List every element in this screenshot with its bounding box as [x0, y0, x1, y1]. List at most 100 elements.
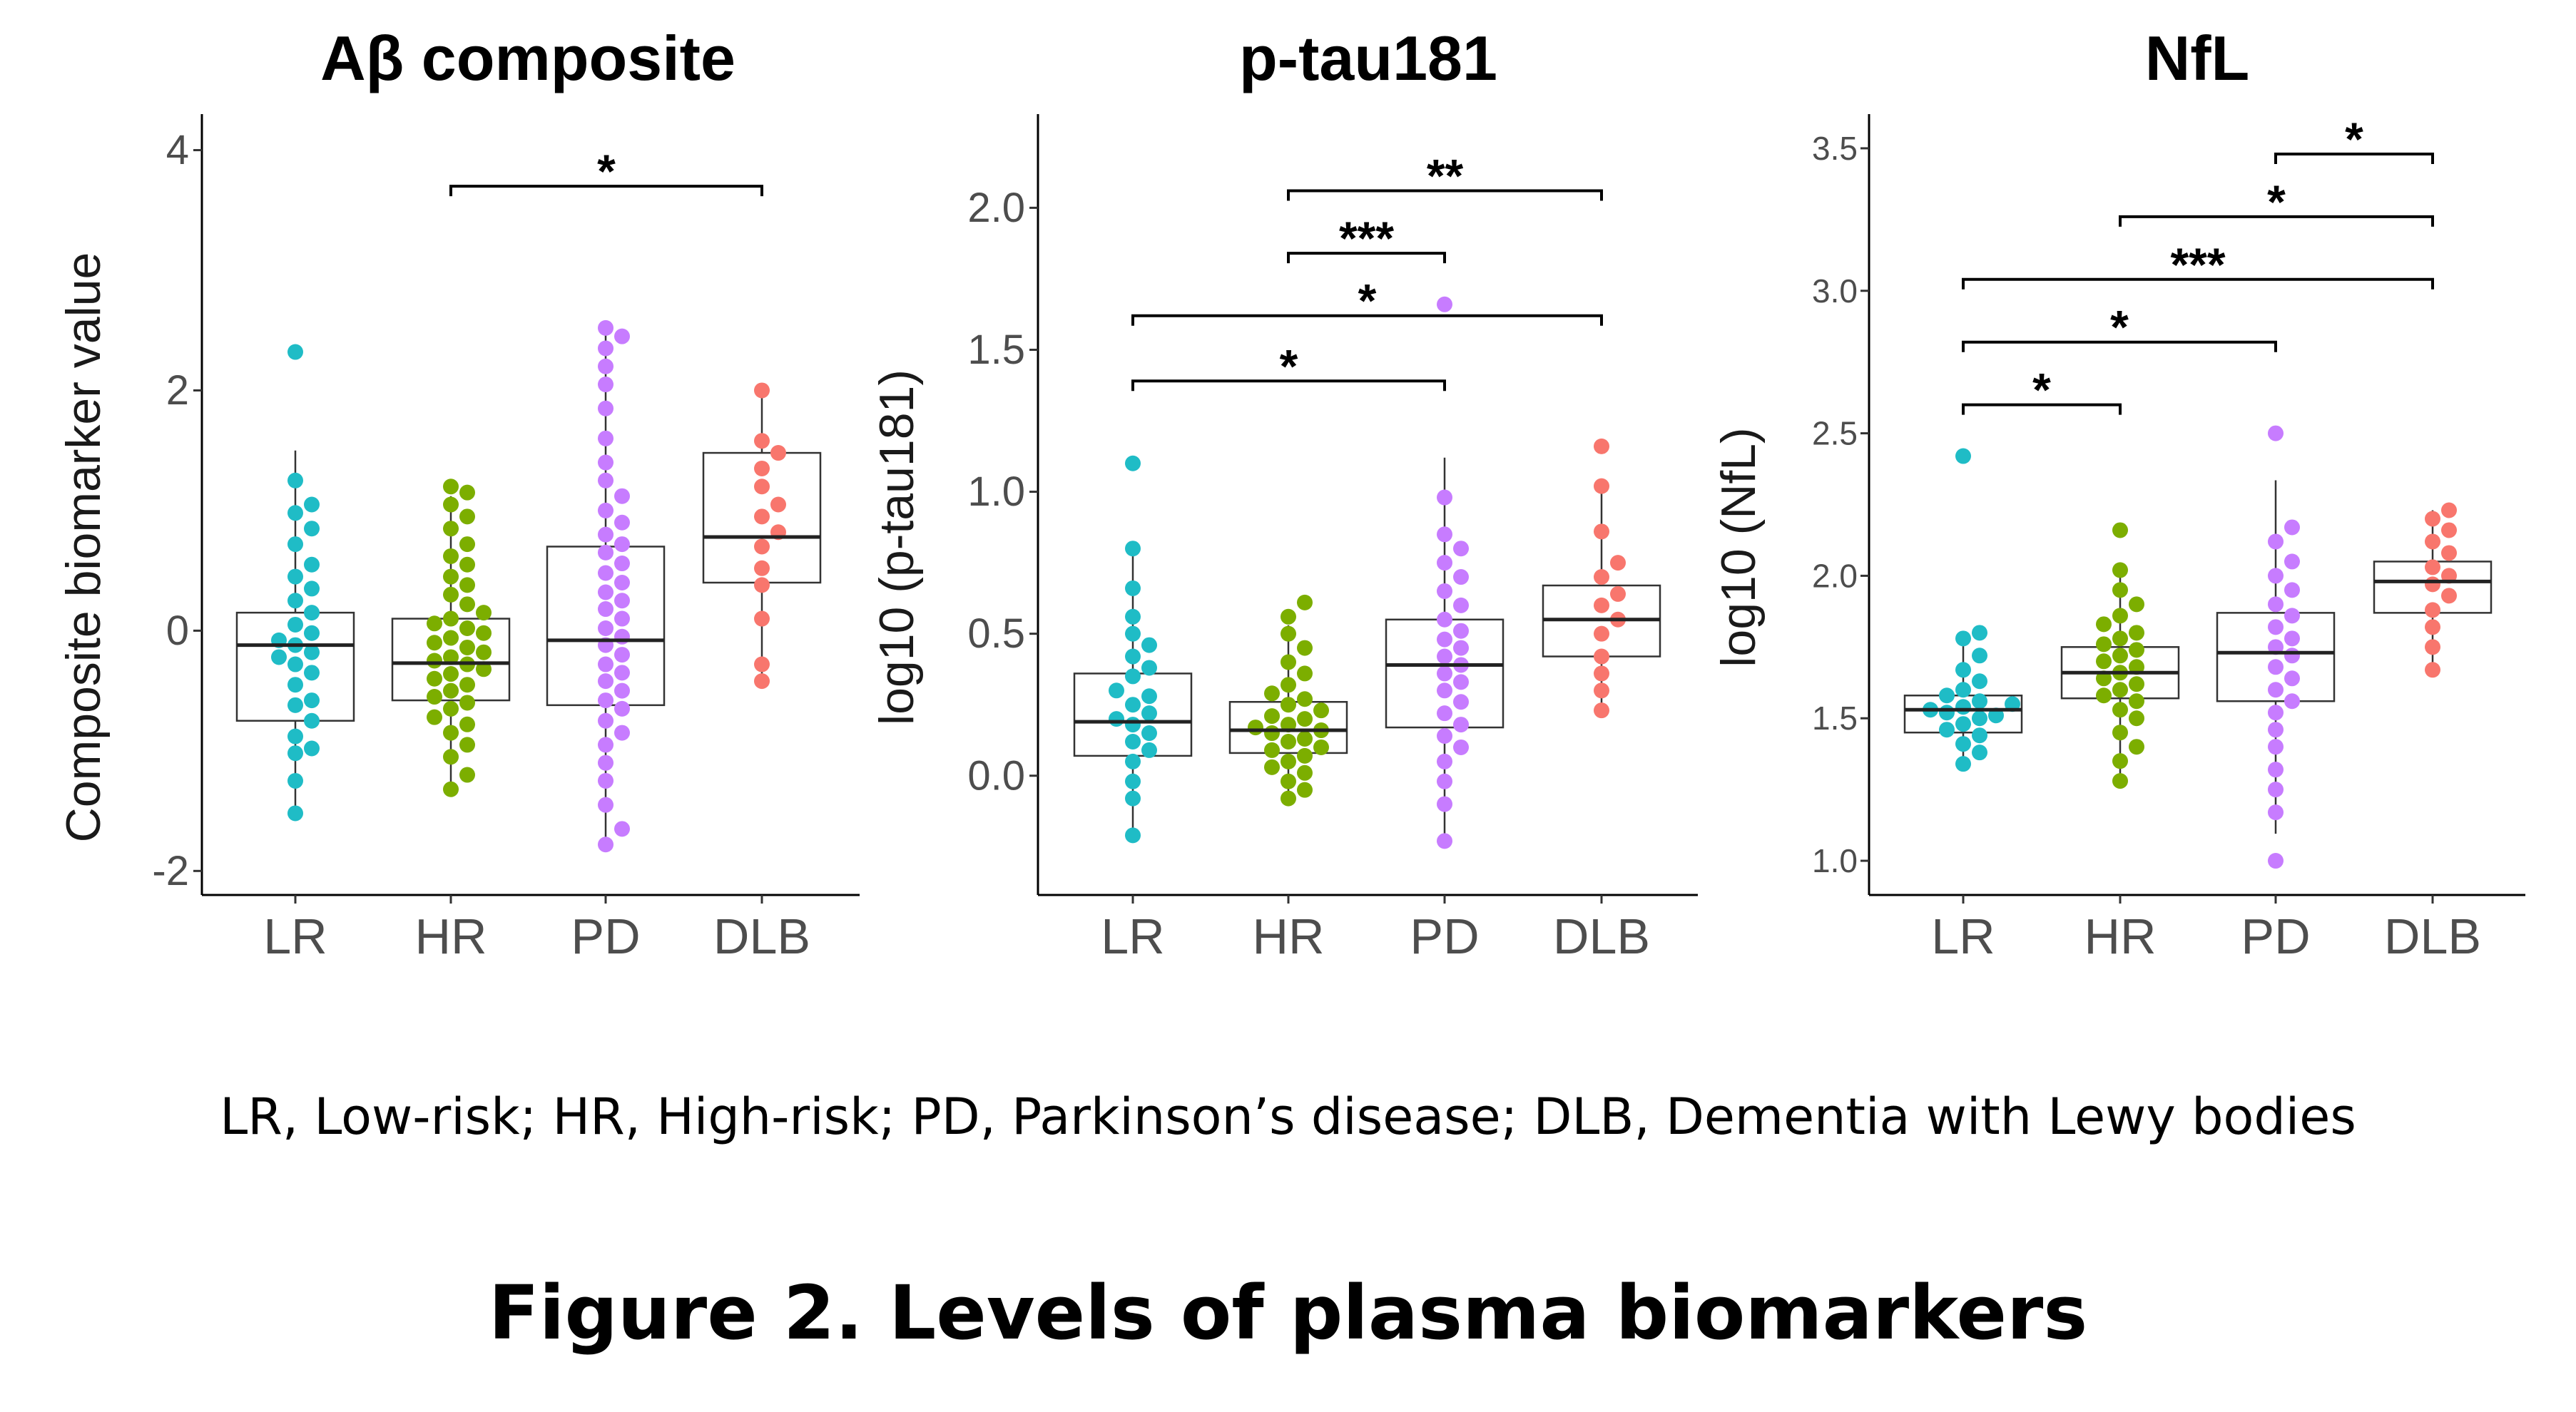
panel-title: Aβ composite	[320, 23, 735, 93]
significance-bracket: *	[1962, 301, 2277, 354]
box-iqr	[2216, 612, 2336, 702]
data-point	[1437, 665, 1452, 682]
data-point	[1297, 731, 1313, 747]
data-point	[2284, 553, 2300, 570]
data-point	[1955, 682, 1971, 698]
y-tick-label: 3.5	[1812, 130, 1858, 167]
data-point	[1437, 611, 1452, 628]
data-point	[598, 454, 614, 471]
data-point	[770, 445, 786, 461]
data-point	[754, 433, 770, 449]
data-point	[1297, 594, 1313, 610]
data-point	[1125, 827, 1141, 844]
data-point	[287, 728, 303, 745]
significance-bracket: ***	[1962, 238, 2434, 291]
data-point	[754, 577, 770, 593]
bracket-line	[1962, 340, 2277, 352]
data-point	[2129, 596, 2144, 613]
data-point	[443, 610, 459, 627]
data-point	[304, 605, 320, 621]
data-point	[614, 556, 630, 572]
data-point	[1264, 742, 1280, 758]
significance-label: **	[1427, 150, 1464, 203]
data-point	[754, 560, 770, 576]
data-point	[2096, 636, 2112, 653]
data-point	[614, 610, 630, 627]
x-tick-label-lr: LR	[1931, 909, 1995, 964]
data-point	[2268, 425, 2284, 441]
data-point	[1453, 717, 1469, 733]
bracket-line	[1131, 379, 1446, 392]
data-point	[1939, 705, 1955, 721]
data-point	[1453, 739, 1469, 755]
data-point	[2425, 576, 2440, 593]
panel-title: NfL	[2145, 23, 2250, 93]
data-point	[1437, 526, 1452, 543]
data-point	[304, 521, 320, 537]
points-lr	[271, 344, 320, 822]
data-point	[1125, 753, 1141, 769]
data-point	[598, 772, 614, 789]
data-point	[1972, 727, 1987, 744]
data-point	[754, 460, 770, 476]
data-point	[1594, 523, 1609, 540]
data-point	[287, 677, 303, 693]
bracket-line	[1962, 403, 2122, 415]
data-point	[614, 821, 630, 837]
data-point	[598, 502, 614, 518]
significance-label: ***	[2170, 238, 2225, 291]
data-point	[598, 797, 614, 813]
data-point	[2129, 739, 2144, 755]
x-tick-label-dlb: DLB	[1553, 909, 1650, 964]
significance-bracket: *	[449, 145, 763, 198]
data-point	[476, 605, 492, 621]
data-point	[614, 700, 630, 717]
data-point	[2284, 648, 2300, 664]
data-point	[2268, 804, 2284, 821]
figure-title: Figure 2. Levels of plasma biomarkers	[488, 1269, 2088, 1356]
data-point	[2268, 619, 2284, 635]
data-point	[443, 666, 459, 682]
data-point	[1955, 448, 1971, 464]
y-tick-label: 2	[166, 367, 189, 414]
significance-bracket: **	[1287, 150, 1603, 203]
data-point	[1281, 697, 1296, 713]
data-point	[2096, 687, 2112, 704]
data-point	[2268, 533, 2284, 550]
y-axis-title: log10 (NfL)	[1711, 427, 1766, 667]
y-tick-label: 0.0	[967, 752, 1025, 799]
data-point	[2129, 625, 2144, 641]
data-point	[1437, 489, 1452, 506]
data-point	[2268, 705, 2284, 721]
data-point	[1125, 790, 1141, 807]
data-point	[2268, 722, 2284, 738]
data-point	[1437, 682, 1452, 699]
data-point	[2112, 773, 2128, 789]
data-point	[1955, 630, 1971, 647]
data-point	[2284, 630, 2300, 647]
data-point	[1437, 773, 1452, 789]
significance-bracket: *	[2274, 113, 2434, 165]
data-point	[614, 682, 630, 699]
bracket-line	[1287, 252, 1446, 264]
y-tick-label: 2.0	[967, 185, 1025, 231]
points-dlb	[2425, 502, 2457, 678]
points-hr	[427, 479, 492, 797]
y-tick-label: 1.5	[967, 327, 1025, 373]
data-point	[287, 472, 303, 488]
data-point	[427, 635, 442, 651]
data-point	[1594, 665, 1609, 682]
data-point	[1297, 747, 1313, 764]
data-point	[2284, 693, 2300, 710]
data-point	[1955, 662, 1971, 678]
data-point	[1939, 687, 1955, 704]
data-point	[1141, 725, 1157, 742]
data-point	[1125, 697, 1141, 713]
data-point	[427, 615, 442, 632]
x-tick-label-hr: HR	[2084, 909, 2156, 964]
data-point	[287, 805, 303, 822]
data-point	[598, 584, 614, 600]
data-point	[1453, 569, 1469, 585]
data-point	[2441, 588, 2457, 604]
